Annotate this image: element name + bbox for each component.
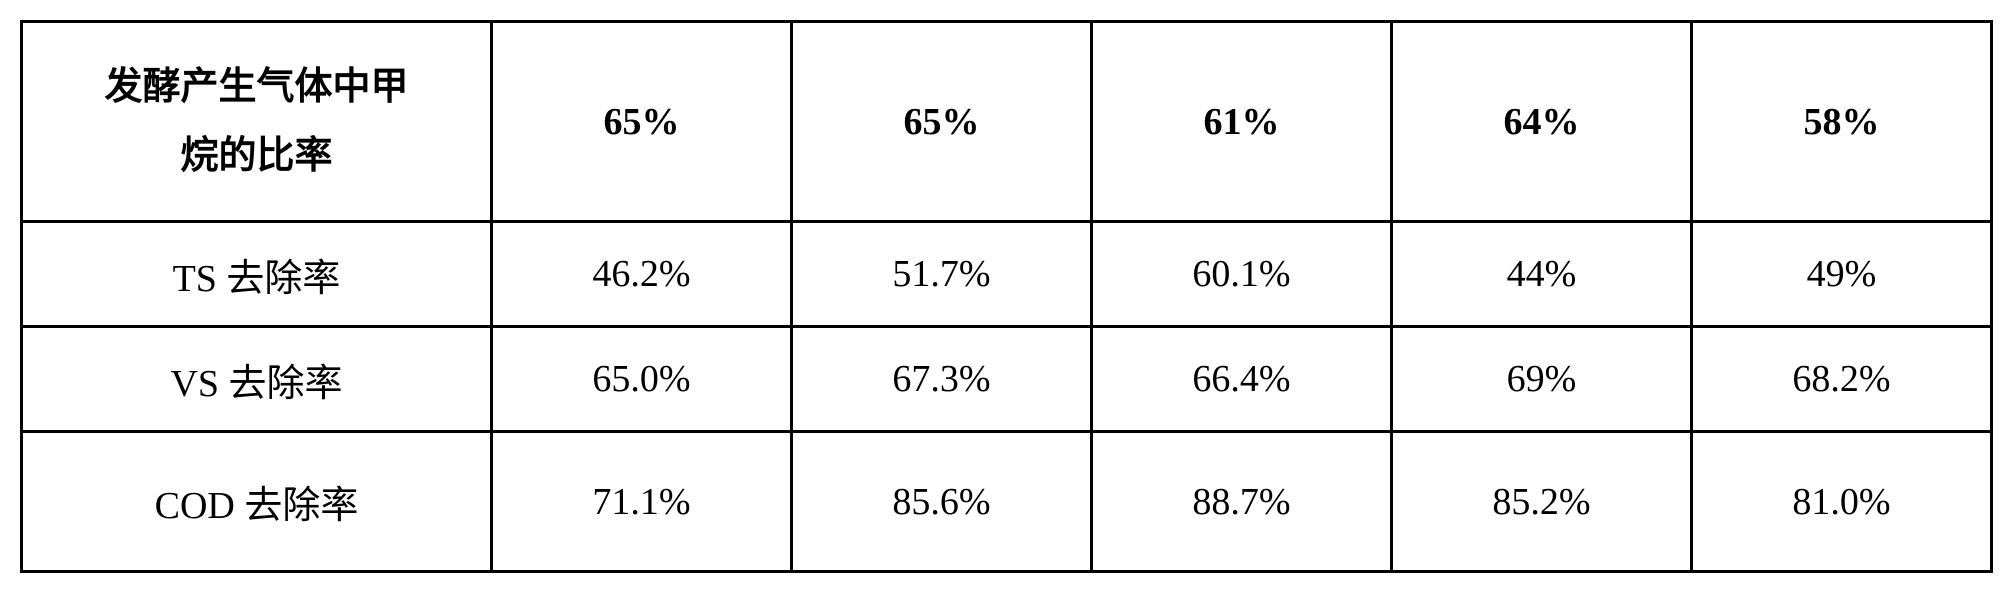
cell: 65.0% [492,327,792,432]
cell: 67.3% [792,327,1092,432]
cell: 65% [492,22,792,222]
table-row: 发酵产生气体中甲 烷的比率 65% 65% 61% 64% 58% [22,22,1992,222]
table-row: VS 去除率 65.0% 67.3% 66.4% 69% 68.2% [22,327,1992,432]
table-row: COD 去除率 71.1% 85.6% 88.7% 85.2% 81.0% [22,432,1992,572]
label-line1: 发酵产生气体中甲 [23,53,490,121]
cell: 44% [1392,222,1692,327]
row-label: COD 去除率 [22,432,492,572]
row-label: TS 去除率 [22,222,492,327]
cell: 64% [1392,22,1692,222]
cell: 88.7% [1092,432,1392,572]
cell: 49% [1692,222,1992,327]
row-label: 发酵产生气体中甲 烷的比率 [22,22,492,222]
cell: 69% [1392,327,1692,432]
cell: 60.1% [1092,222,1392,327]
data-table: 发酵产生气体中甲 烷的比率 65% 65% 61% 64% 58% TS 去除率… [20,20,1993,573]
cell: 81.0% [1692,432,1992,572]
cell: 61% [1092,22,1392,222]
cell: 58% [1692,22,1992,222]
cell: 68.2% [1692,327,1992,432]
label-line2: 烷的比率 [23,122,490,190]
cell: 85.6% [792,432,1092,572]
cell: 66.4% [1092,327,1392,432]
cell: 46.2% [492,222,792,327]
row-label: VS 去除率 [22,327,492,432]
cell: 71.1% [492,432,792,572]
cell: 65% [792,22,1092,222]
cell: 85.2% [1392,432,1692,572]
table-row: TS 去除率 46.2% 51.7% 60.1% 44% 49% [22,222,1992,327]
cell: 51.7% [792,222,1092,327]
